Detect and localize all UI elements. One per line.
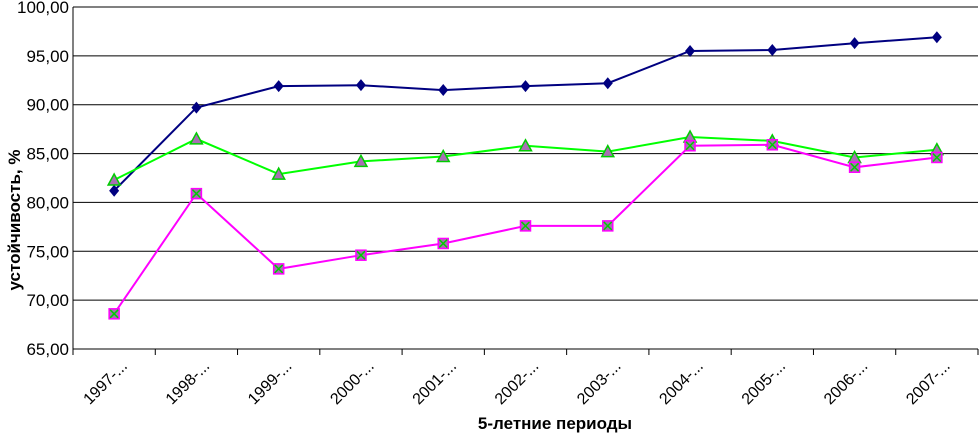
y-tick-label: 65,00 [26,340,69,359]
data-point [767,43,778,56]
y-tick-label: 70,00 [26,291,69,310]
data-point [108,308,120,320]
data-point [600,144,616,158]
gridlines [73,6,978,301]
y-tick-label: 75,00 [26,242,69,261]
y-tick-label: 85,00 [26,145,69,164]
y-tick-label: 90,00 [26,96,69,115]
data-point [766,139,779,151]
data-point [849,37,860,50]
data-point [518,138,533,152]
y-tick-labels: 65,00 70,00 75,00 80,00 85,00 90,00 95,00 100,0… [17,0,69,359]
data-point [273,80,284,93]
data-point [355,79,366,92]
x-tick-label: 2006-... [821,358,871,408]
x-tick-label: 2005-... [739,358,789,408]
x-tick-label: 1999-... [245,358,295,408]
x-tick-label: 1997-... [81,358,131,408]
series-2 [106,129,945,186]
x-tick-label: 2001-... [410,358,460,408]
data-point [109,184,120,197]
data-point [848,161,861,174]
x-tick-label: 2007-... [903,358,953,408]
data-point [106,172,122,186]
data-point [272,263,285,275]
series-1 [109,31,942,197]
data-point [520,80,531,93]
data-point [685,44,696,57]
y-tick-label: 80,00 [26,193,69,212]
series-group [106,31,945,320]
x-tick-label: 2004-... [656,358,706,408]
data-point [190,187,203,200]
data-point [191,101,202,114]
y-tick-label: 95,00 [26,47,69,66]
data-point [353,153,369,168]
series-3 [108,139,943,320]
x-tick-label: 2003-... [574,358,624,408]
data-point [437,237,449,250]
data-point [438,84,449,97]
x-tick-label: 1998-... [163,358,213,408]
axes [72,7,979,355]
series-line [113,36,937,192]
x-tick-label: 2002-... [492,358,542,408]
data-point [602,220,614,232]
data-point [355,249,367,261]
x-axis-title: 5-летние периоды [478,414,632,433]
data-point [189,131,204,145]
data-point [684,140,696,152]
data-point [519,220,532,232]
data-point [931,151,943,164]
y-axis-title: устойчивость, % [5,150,24,291]
x-tick-label: 2000-... [327,358,377,408]
y-tick-label: 100,00 [17,0,69,17]
x-tick-labels: 1997-... 1998-... 1999-... 2000-... 2001-...… [81,358,954,408]
data-point [931,31,942,44]
data-point [271,166,286,180]
data-point [435,148,451,163]
data-point [602,77,613,90]
